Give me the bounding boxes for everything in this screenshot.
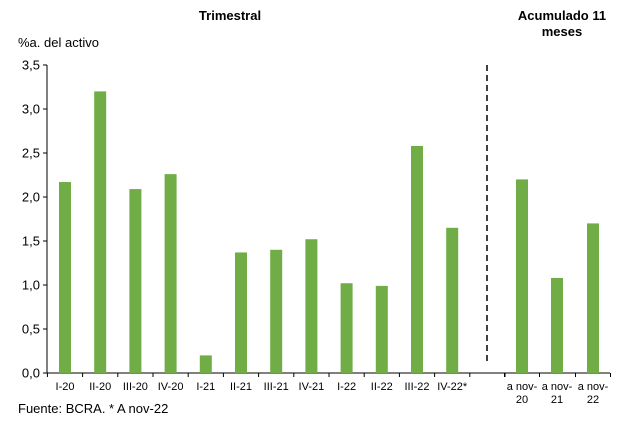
x-tick-label: III-20 [123,381,148,393]
cumulative-bar [516,179,528,373]
x-tick-label: I-22 [337,381,356,393]
x-tick-label: IV-22* [437,381,468,393]
y-tick-label: 0,0 [22,366,40,381]
quarterly-bar [446,227,459,373]
group-header-acumulado-line1: Acumulado 11 [518,8,606,23]
quarterly-bar [411,145,423,373]
y-tick-label: 2,5 [22,146,40,161]
y-tick-label: 3,5 [22,58,40,73]
quarterly-bar [375,285,388,373]
y-tick-label: 3,0 [22,102,40,117]
x-tick-label: II-20 [89,381,111,393]
quarterly-bar [305,239,318,373]
x-tick-label: II-22 [371,381,393,393]
x-tick-label: 20 [516,394,528,406]
quarterly-bar [59,182,71,373]
quarterly-bar [199,355,212,373]
quarterly-bar [94,91,107,374]
x-tick-label: 21 [551,394,563,406]
y-tick-label: 1,0 [22,278,40,293]
x-tick-label: IV-21 [299,381,325,393]
x-tick-label: a nov- [578,381,609,393]
bars [59,91,599,374]
y-tick-label: 2,0 [22,190,40,205]
x-tick-label: II-21 [230,381,252,393]
cumulative-bar [551,277,563,373]
x-tick-label: 22 [587,394,599,406]
y-tick-label: 1,5 [22,234,40,249]
source-note: Fuente: BCRA. * A nov-22 [18,401,168,416]
y-tick-label: 0,5 [22,322,40,337]
x-tick-label: IV-20 [158,381,184,393]
group-header-acumulado-line2: meses [542,24,582,39]
quarterly-bar [235,252,247,373]
x-tick-label: a nov- [542,381,573,393]
x-tick-label: I-21 [196,381,215,393]
x-tick-label: a nov- [507,381,538,393]
labels: I-20 II-20 III-20 IV-20 I-21 II-21 III-21 IV-21… [56,381,609,406]
x-tick-label: I-20 [56,381,75,393]
y-axis-label: %a. del activo [18,35,99,50]
quarterly-bar [270,249,283,373]
cumulative-bar [587,223,599,373]
quarterly-bar [129,189,142,373]
group-header-trimestral: Trimestral [199,8,261,23]
x-tick-label: III-22 [404,381,429,393]
quarterly-bar [164,174,177,373]
x-tick-label: III-21 [264,381,289,393]
quarterly-bar [340,283,353,373]
